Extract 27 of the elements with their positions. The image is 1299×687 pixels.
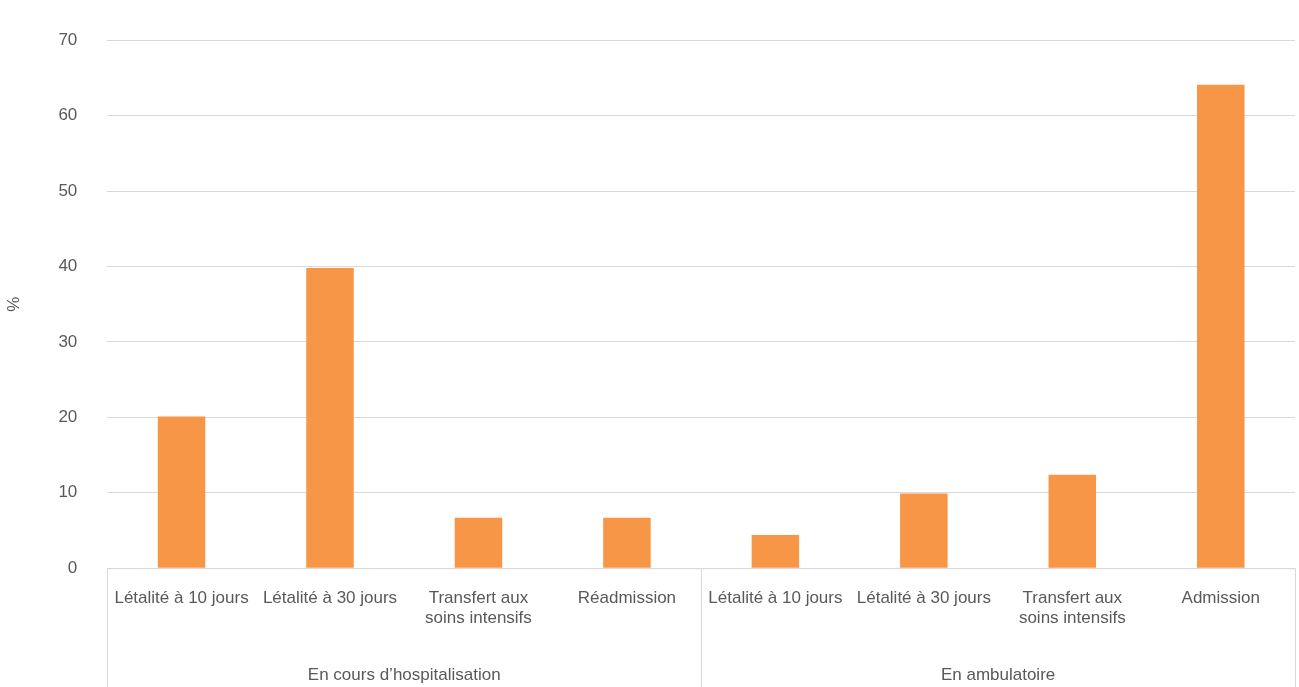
x-tick-label: Transfert aux soins intensifs bbox=[425, 588, 532, 628]
bar bbox=[751, 535, 800, 568]
x-tick-label: Transfert aux soins intensifs bbox=[1018, 588, 1126, 628]
bar bbox=[1197, 84, 1245, 568]
x-tick-label: Létalité à 30 jours bbox=[262, 588, 398, 608]
y-tick-label: 70 bbox=[58, 29, 78, 49]
y-tick-label: 10 bbox=[58, 482, 78, 502]
bar bbox=[454, 517, 503, 568]
y-tick-label: 40 bbox=[58, 256, 78, 276]
y-tick-label: 30 bbox=[58, 331, 78, 351]
bar bbox=[900, 493, 948, 568]
y-tick-label: 0 bbox=[67, 557, 78, 577]
y-tick-label: 20 bbox=[58, 407, 78, 427]
x-tick-label: Létalité à 30 jours bbox=[856, 588, 991, 608]
bar bbox=[157, 416, 206, 568]
x-tick-label: Réadmission bbox=[577, 588, 677, 608]
y-tick-label: 50 bbox=[58, 180, 78, 200]
x-tick-label: Admission bbox=[1181, 588, 1260, 608]
x-tick-label: Létalité à 10 jours bbox=[114, 588, 249, 608]
x-tick-label: Létalité à 10 jours bbox=[708, 588, 843, 608]
bar bbox=[1048, 474, 1097, 568]
y-tick-label: 60 bbox=[58, 105, 78, 125]
text: En ambulatoire bbox=[940, 664, 1056, 684]
text: En cours d’hospitalisation bbox=[307, 664, 501, 684]
bar bbox=[603, 517, 651, 568]
bar bbox=[306, 267, 354, 568]
y-axis-title: % bbox=[3, 296, 23, 312]
